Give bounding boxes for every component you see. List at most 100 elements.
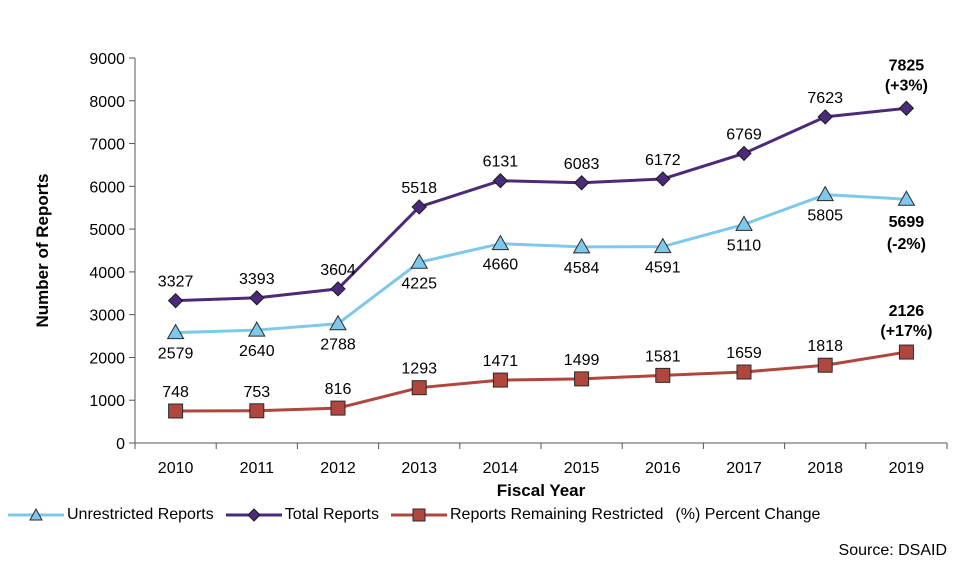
x-tick-label: 2012 (320, 460, 356, 477)
data-label-unrestricted: 5110 (727, 237, 762, 254)
data-label-total: 3327 (158, 274, 194, 291)
data-label-unrestricted: 2640 (239, 343, 275, 360)
y-axis-title: Number of Reports (33, 174, 52, 328)
data-label-unrestricted: 2788 (320, 337, 356, 354)
triangle-point (735, 215, 753, 231)
diamond-point (411, 199, 427, 215)
x-tick-label: 2010 (158, 460, 194, 477)
line-chart: 0 1000 2000 3000 4000 5000 6000 7000 8000 9000 201… (33, 51, 948, 500)
data-label-total: 7623 (807, 90, 843, 107)
legend-label: Reports Remaining Restricted (449, 506, 664, 523)
data-label-restricted-last: 2126 (889, 303, 925, 320)
square-marker-icon (390, 508, 447, 522)
triangle-point (247, 321, 266, 337)
x-tick-label: 2013 (401, 460, 437, 477)
square-point (492, 372, 508, 388)
series-layer (166, 100, 916, 419)
triangle-point (816, 185, 835, 202)
legend-item-restricted: Reports Remaining Restricted (390, 506, 664, 524)
data-label-restricted: 1818 (807, 338, 843, 355)
y-tick-label: 3000 (89, 308, 125, 325)
x-tick-label: 2011 (240, 460, 275, 477)
triangle-point (653, 237, 672, 254)
percent-change-restricted: (+17%) (880, 323, 932, 340)
diamond-point (736, 145, 752, 162)
data-label-restricted: 1581 (645, 348, 681, 365)
diamond-point (655, 171, 671, 187)
data-label-total: 5518 (401, 180, 437, 197)
x-tick-label: 2018 (807, 460, 843, 477)
square-point (655, 367, 671, 383)
data-label-unrestricted: 4225 (401, 275, 437, 292)
legend: Unrestricted Reports Total Reports Repor… (8, 506, 832, 524)
data-label-total: 6769 (726, 126, 762, 143)
data-label-unrestricted: 2579 (158, 346, 194, 363)
data-label-restricted: 1499 (564, 352, 600, 369)
triangle-point (897, 190, 916, 206)
legend-label: Unrestricted Reports (67, 506, 214, 523)
triangle-point (329, 314, 347, 331)
percent-change-unrestricted: (-2%) (887, 236, 926, 253)
data-label-restricted: 1471 (483, 353, 519, 370)
data-label-restricted: 816 (325, 381, 352, 398)
data-label-restricted: 1293 (401, 361, 437, 378)
diamond-point (330, 281, 346, 297)
percent-change-note: (%) Percent Change (675, 506, 821, 523)
diamond-marker-icon (225, 508, 282, 522)
x-tick-label: 2016 (645, 460, 681, 477)
y-tick-label: 0 (116, 436, 125, 453)
legend-percent-note: (%) Percent Change (675, 506, 820, 524)
square-point (817, 357, 833, 373)
diamond-point (573, 175, 590, 191)
diamond-point (898, 100, 915, 116)
series-line-unrestricted (175, 193, 907, 335)
diamond-point (167, 292, 184, 309)
data-label-unrestricted-last: 5699 (889, 214, 925, 231)
triangle-point (410, 253, 429, 269)
triangle-point (166, 323, 185, 340)
legend-item-unrestricted: Unrestricted Reports (8, 506, 214, 524)
data-labels: 3327 3393 3604 5518 6131 6083 6172 6769 7623 2579… (158, 57, 933, 401)
data-label-unrestricted: 4591 (645, 260, 681, 277)
square-point (736, 364, 752, 380)
data-label-total: 3393 (239, 271, 275, 288)
data-label-unrestricted: 4660 (483, 257, 519, 274)
square-point (168, 403, 184, 419)
y-tick-label: 5000 (89, 222, 125, 239)
data-label-restricted: 753 (243, 384, 270, 401)
y-tick-label: 1000 (89, 393, 125, 410)
y-tick-label: 6000 (89, 179, 125, 196)
series-line-total (175, 106, 907, 303)
data-label-total: 3604 (320, 262, 356, 279)
triangle-point (572, 237, 591, 254)
square-point (898, 344, 914, 360)
x-tick-label: 2017 (726, 460, 762, 477)
y-tick-label: 7000 (89, 137, 125, 154)
series-line-restricted (175, 350, 907, 413)
x-tick-label: 2015 (564, 460, 600, 477)
data-label-total: 6083 (564, 156, 600, 173)
data-label-restricted: 748 (162, 384, 189, 401)
y-tick-label: 8000 (89, 94, 125, 111)
diamond-point (492, 173, 509, 189)
diamond-point (817, 109, 833, 125)
x-tick-label: 2019 (889, 460, 925, 477)
data-label-total-last: 7825 (889, 57, 925, 74)
data-label-unrestricted: 5805 (807, 208, 843, 225)
chart-axes: 0 1000 2000 3000 4000 5000 6000 7000 8000 9000 201… (33, 51, 948, 500)
square-point (574, 371, 590, 387)
legend-item-total: Total Reports (225, 506, 379, 524)
source-note: Source: DSAID (838, 542, 947, 559)
data-label-total: 6172 (645, 152, 681, 169)
triangle-point (491, 234, 510, 251)
data-label-unrestricted: 4584 (564, 260, 600, 277)
triangle-marker-icon (8, 507, 64, 521)
legend-label: Total Reports (284, 506, 379, 523)
square-point (411, 380, 427, 396)
diamond-point (249, 290, 265, 306)
y-tick-label: 2000 (89, 350, 125, 367)
x-axis-title: Fiscal Year (497, 481, 586, 500)
percent-change-total: (+3%) (885, 77, 928, 94)
y-tick-label: 4000 (89, 265, 125, 282)
square-point (249, 403, 265, 419)
